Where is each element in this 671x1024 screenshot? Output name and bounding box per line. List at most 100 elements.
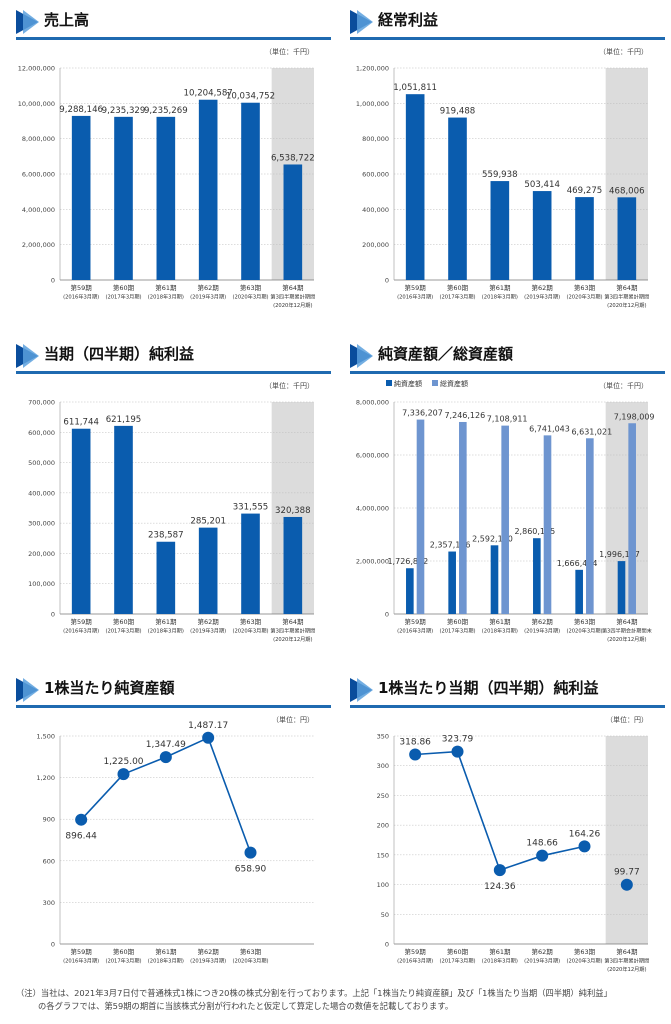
data-point [620,878,633,891]
x-category-label: 第63期 [240,617,262,626]
legend-swatch [432,380,438,386]
y-tick-label: 700,000 [28,399,55,407]
x-category-label: 第3四半期累計期間 [270,293,315,301]
y-tick-label: 300,000 [28,520,55,528]
bar [448,117,467,280]
bar [543,435,552,614]
x-category-label: (2017年3月期) [105,627,141,635]
x-category-label: 第3四半期会計期間末 [602,627,653,635]
data-label: 10,204,587 [184,89,233,99]
chart-title: 1株当たり当期（四半期）純利益 [378,679,599,697]
data-label: 318.86 [399,738,431,748]
chart-panel-net-income: 当期（四半期）純利益 （単位：千円） 0 100,000 200,000 300,000… [16,338,331,658]
data-label: 1,726,892 [387,557,428,566]
x-category-label: 第61期 [489,617,511,626]
data-label: 2,592,150 [472,534,513,543]
x-category-label: (2016年3月期) [397,957,433,965]
data-label: 503,414 [524,180,560,190]
chart-title: 当期（四半期）純利益 [44,345,195,363]
bar [575,569,583,614]
x-category-label: 第61期 [489,283,511,292]
data-label: 1,347.49 [146,740,186,750]
x-category-label: 第60期 [447,617,469,626]
y-tick-label: 2,000,000 [22,241,55,249]
x-category-label: (2019年3月期) [524,627,560,635]
chart-header: 1株当たり純資産額 [16,672,331,708]
y-tick-label: 1,500 [36,733,55,741]
y-tick-label: 100,000 [28,580,55,588]
y-tick-label: 900 [43,816,55,824]
legend-swatch [386,380,392,386]
data-label: 124.36 [484,882,516,892]
y-tick-label: 150 [377,851,389,859]
y-tick-label: 250 [377,792,389,800]
x-category-label: 第62期 [198,617,220,626]
eps-line-chart: （単位：円） 0 50 100 150 200 250 300 350 第59期(2016年3月期… [377,715,650,973]
sales-bar-chart: （単位：千円） 0 2,000,000 4,000,000 6,000,000 8,000… [18,47,315,309]
bar [416,419,425,614]
x-category-label: (2020年12月期) [607,635,646,643]
data-label: 611,744 [63,418,99,428]
header-triangle-accent-icon [23,678,39,702]
y-tick-label: 0 [385,611,389,619]
data-point [117,768,130,781]
highlight-band [605,736,648,944]
data-label: 469,275 [567,186,603,196]
bar [71,115,91,280]
data-label: 6,741,043 [529,424,570,433]
x-category-label: 第64期 [282,617,304,626]
data-label: 6,538,722 [271,153,315,163]
chart-panel-assets: 純資産額／総資産額 （単位：千円） 0 2,000,000 4,000,000 6,00… [350,338,665,658]
data-label: 9,235,329 [102,106,146,116]
x-category-label: (2018年3月期) [148,627,184,635]
x-category-label: (2016年3月期) [63,293,99,301]
x-category-label: (2018年3月期) [482,627,518,635]
bar [156,116,176,280]
y-tick-label: 1,200 [36,774,55,782]
y-tick-label: 100 [377,881,389,889]
legend-label: 総資産額 [440,379,468,388]
data-label: 331,555 [233,503,269,513]
x-category-label: (2017年3月期) [439,957,475,965]
header-underline [16,37,331,40]
x-category-label: (2019年3月期) [190,957,226,965]
x-category-label: (2020年12月期) [273,635,312,643]
data-label: 468,006 [609,186,645,196]
data-label: 7,336,207 [402,409,443,418]
x-category-label: (2017年3月期) [105,293,141,301]
bar [628,423,636,614]
header-triangle-accent-icon [23,344,39,368]
x-category-label: 第59期 [405,283,427,292]
data-label: 1,487.17 [188,721,228,731]
y-tick-label: 400,000 [28,489,55,497]
bar [283,164,303,280]
header-underline [350,37,665,40]
bar [490,181,510,280]
y-tick-label: 0 [385,277,389,285]
bps-line-chart: （単位：円） 0 300 600 900 1,200 1,500 第59期(2016年3月期)… [36,715,314,965]
x-category-label: (2018年3月期) [148,957,184,965]
data-label: 658.90 [235,865,267,875]
y-tick-label: 2,000,000 [356,558,389,566]
y-tick-label: 350 [377,733,389,741]
y-tick-label: 8,000,000 [356,399,389,407]
y-tick-label: 50 [381,911,389,919]
bar [241,513,260,614]
unit-label: （単位：千円） [265,381,314,390]
bar [448,551,456,614]
x-category-label: 第63期 [574,283,596,292]
header-underline [16,705,331,708]
data-point [244,846,257,859]
x-category-label: (2018年3月期) [482,293,518,301]
legend-label: 純資産額 [394,379,422,388]
chart-title: 売上高 [44,11,90,29]
x-category-label: (2018年3月期) [148,293,184,301]
data-label: 9,288,146 [59,105,103,115]
chart-header: 1株当たり当期（四半期）純利益 [350,672,665,708]
y-tick-label: 4,000,000 [22,206,55,214]
y-tick-label: 600,000 [28,429,55,437]
data-label: 7,198,009 [614,412,655,421]
net-income-bar-chart: （単位：千円） 0 100,000 200,000 300,000 400,000 500,… [28,381,315,643]
y-tick-label: 12,000,000 [18,65,55,73]
x-category-label: (2020年3月期) [566,957,602,965]
